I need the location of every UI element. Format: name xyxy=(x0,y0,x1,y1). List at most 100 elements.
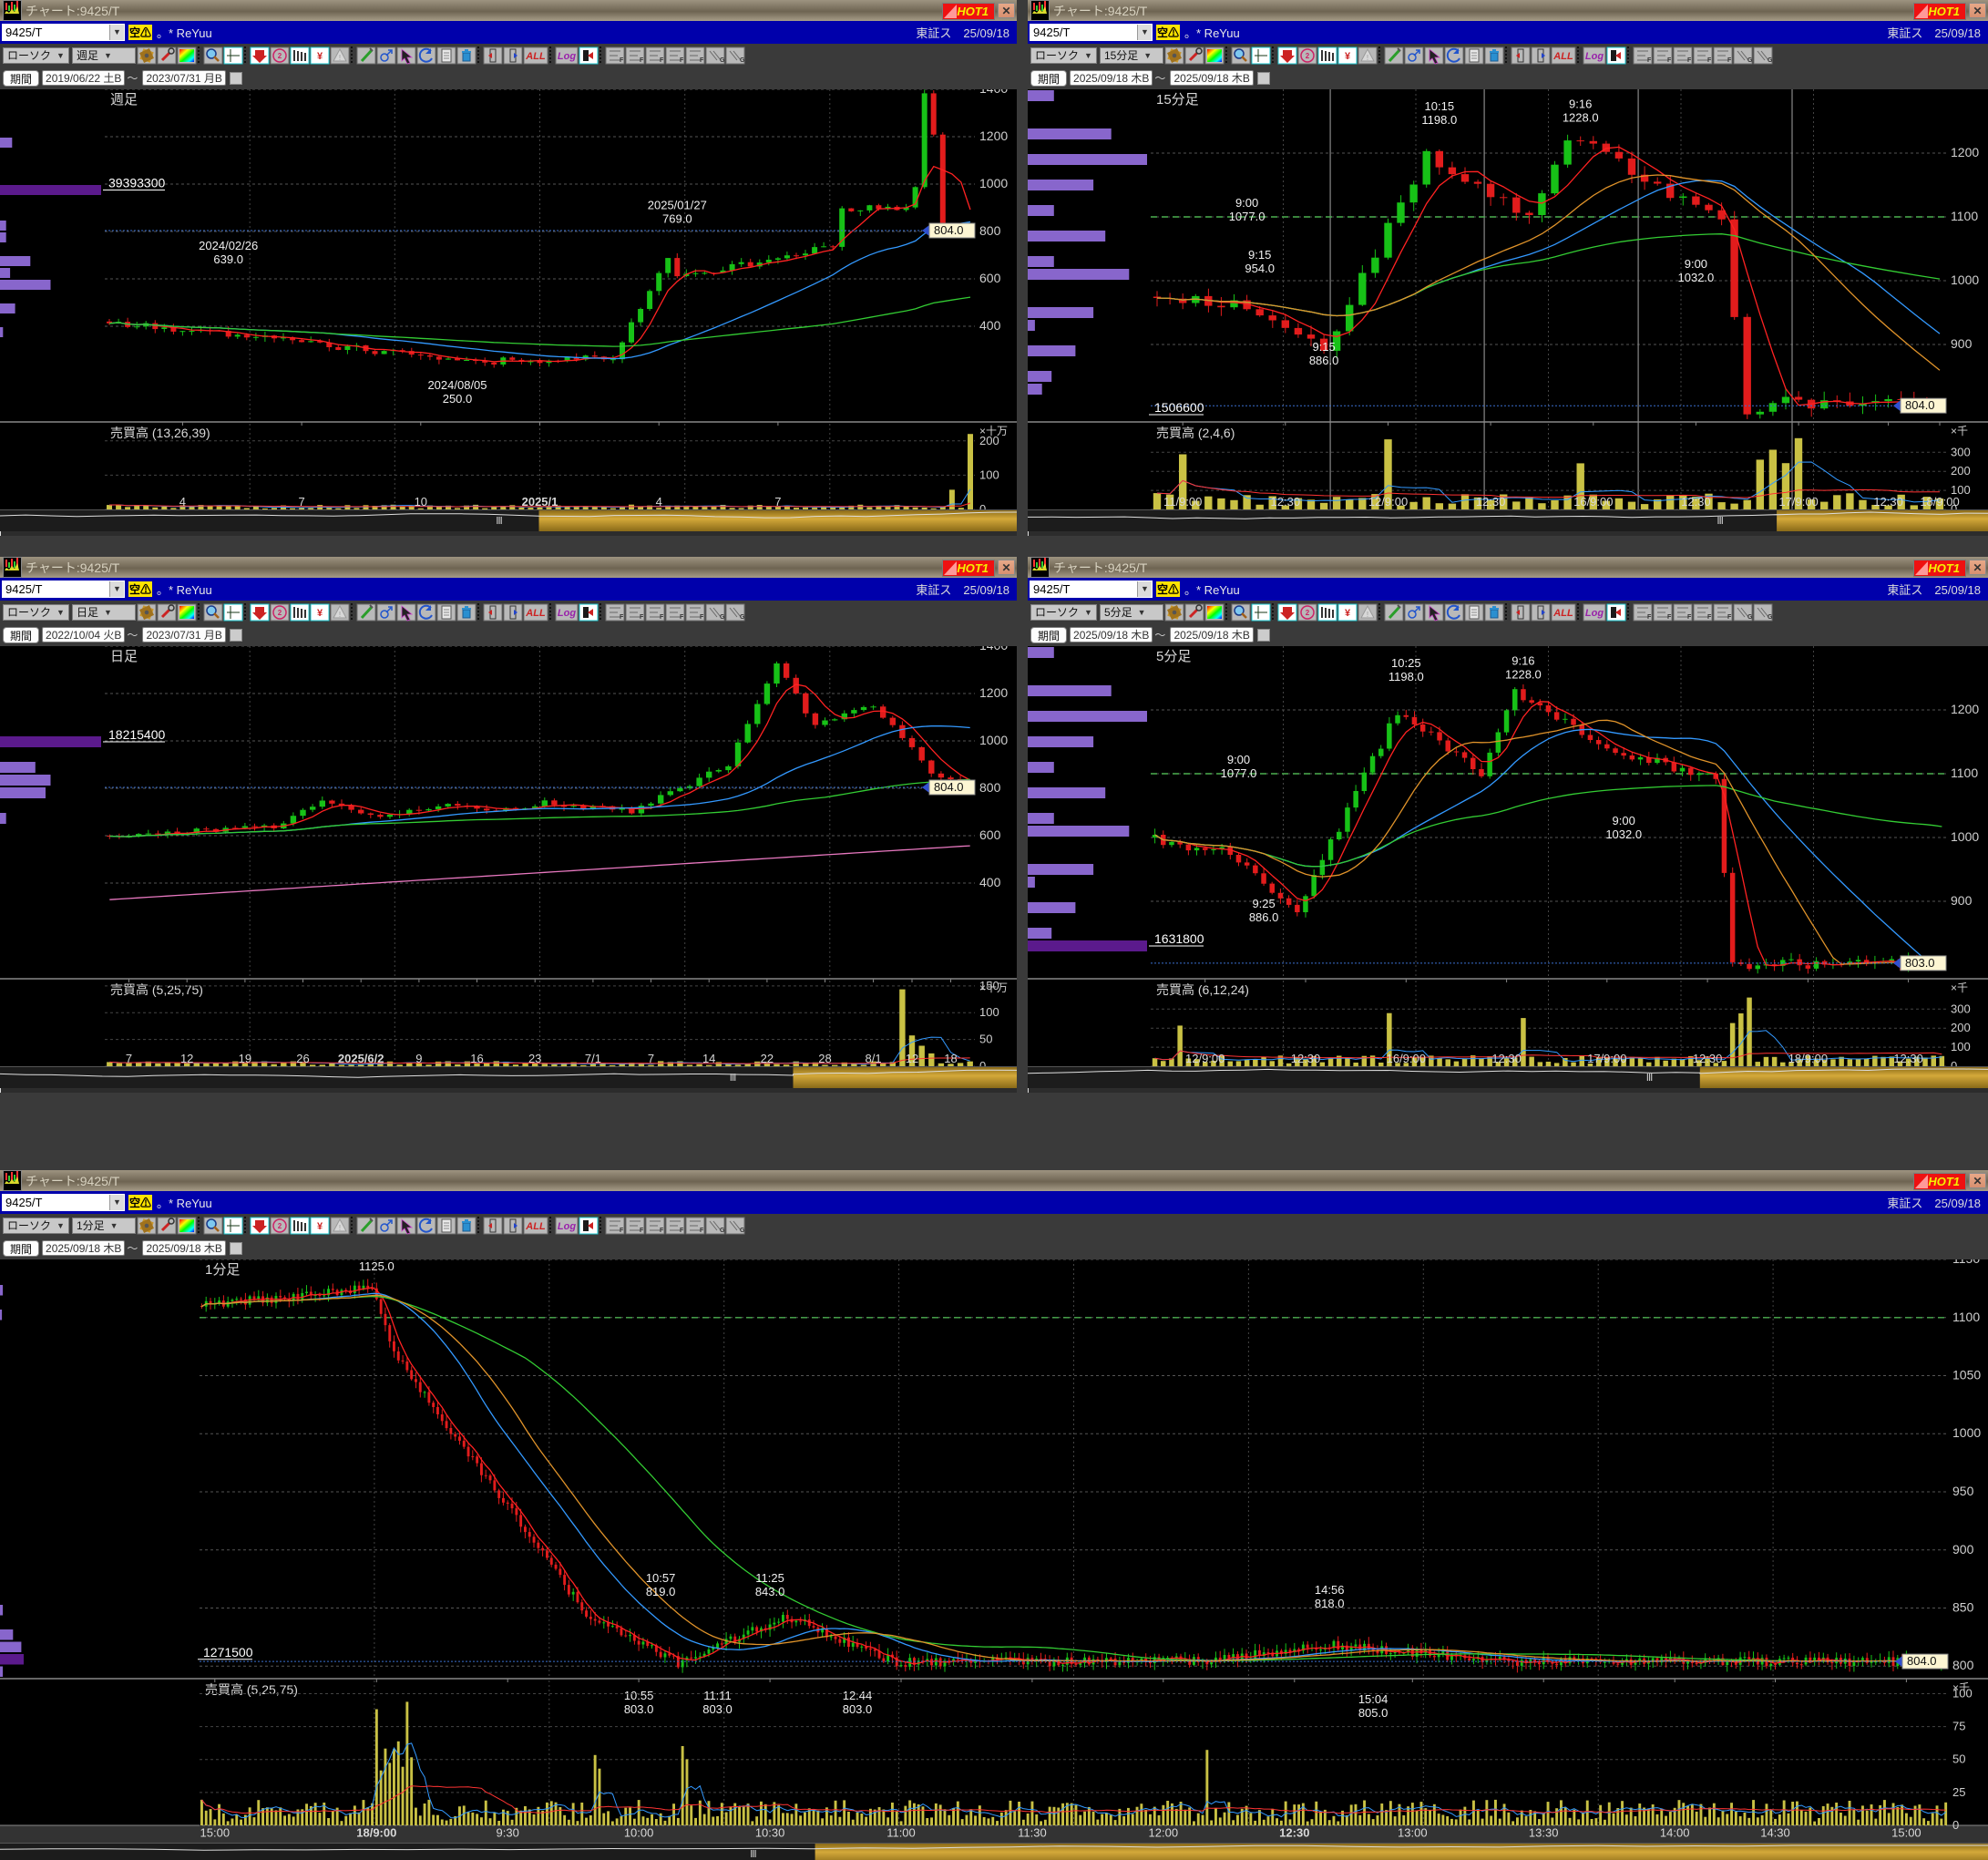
svg-text:12:00: 12:00 xyxy=(1149,1825,1179,1839)
svg-text:803.0: 803.0 xyxy=(1905,956,1935,970)
svg-text:600: 600 xyxy=(979,271,1001,285)
svg-text:12:30: 12:30 xyxy=(1873,495,1903,509)
svg-text:10: 10 xyxy=(415,495,427,509)
svg-text:7: 7 xyxy=(774,495,781,509)
svg-text:400: 400 xyxy=(979,318,1001,333)
svg-text:F: F xyxy=(700,1228,704,1234)
svg-text:F: F xyxy=(660,57,664,64)
svg-text:F: F xyxy=(660,1228,664,1234)
svg-text:9:00: 9:00 xyxy=(1235,196,1258,210)
svg-text:12:30: 12:30 xyxy=(1279,1825,1309,1839)
svg-text:10:57: 10:57 xyxy=(646,1571,676,1585)
svg-text:1400: 1400 xyxy=(979,89,1008,96)
svg-text:4: 4 xyxy=(179,495,186,509)
svg-text:900: 900 xyxy=(1951,893,1973,908)
svg-text:G: G xyxy=(720,614,725,621)
svg-text:売買高 (5,25,75): 売買高 (5,25,75) xyxy=(205,1682,298,1697)
svg-text:0: 0 xyxy=(979,502,986,509)
svg-text:7: 7 xyxy=(648,1052,654,1065)
svg-text:12/9:00: 12/9:00 xyxy=(1368,495,1408,509)
svg-text:1000: 1000 xyxy=(979,176,1008,190)
svg-text:850: 850 xyxy=(1952,1600,1974,1615)
svg-text:0: 0 xyxy=(1952,1818,1959,1832)
svg-text:1200: 1200 xyxy=(979,685,1008,700)
svg-text:F: F xyxy=(1667,57,1672,64)
svg-text:2: 2 xyxy=(278,52,282,60)
svg-text:F: F xyxy=(1727,57,1732,64)
svg-text:Log: Log xyxy=(558,1221,576,1232)
svg-text:G: G xyxy=(1768,614,1773,621)
svg-text:12:30: 12:30 xyxy=(1893,1052,1923,1065)
svg-text:600: 600 xyxy=(979,827,1001,842)
svg-text:22: 22 xyxy=(761,1052,774,1065)
svg-text:300: 300 xyxy=(1951,445,1971,458)
svg-text:Ⅲ: Ⅲ xyxy=(496,516,505,527)
svg-text:売買高 (2,4,6): 売買高 (2,4,6) xyxy=(1156,426,1235,440)
svg-text:×千: ×千 xyxy=(1951,981,1968,994)
svg-text:150: 150 xyxy=(979,979,999,992)
svg-text:1100: 1100 xyxy=(1951,209,1978,223)
svg-text:¥: ¥ xyxy=(1345,51,1351,62)
svg-text:12:30: 12:30 xyxy=(1693,1052,1723,1065)
svg-text:G: G xyxy=(1747,614,1753,621)
svg-text:900: 900 xyxy=(1952,1542,1974,1557)
svg-text:950: 950 xyxy=(1952,1484,1974,1498)
svg-text:28: 28 xyxy=(818,1052,831,1065)
svg-text:10:30: 10:30 xyxy=(755,1825,785,1839)
svg-text:1200: 1200 xyxy=(1951,702,1979,716)
svg-text:18215400: 18215400 xyxy=(108,727,166,742)
svg-text:Log: Log xyxy=(1585,608,1604,619)
svg-text:!: ! xyxy=(339,1224,341,1232)
svg-text:9:30: 9:30 xyxy=(497,1825,519,1839)
svg-text:1050: 1050 xyxy=(1952,1368,1981,1382)
svg-text:F: F xyxy=(700,57,704,64)
svg-text:1000: 1000 xyxy=(1951,272,1979,287)
svg-text:639.0: 639.0 xyxy=(213,252,243,266)
svg-text:売買高 (6,12,24): 売買高 (6,12,24) xyxy=(1156,982,1249,997)
svg-text:F: F xyxy=(680,1228,684,1234)
svg-text:売買高 (13,26,39): 売買高 (13,26,39) xyxy=(110,426,210,440)
svg-text:900: 900 xyxy=(1951,336,1973,351)
svg-text:16/9:00: 16/9:00 xyxy=(1387,1052,1426,1065)
svg-text:50: 50 xyxy=(979,1033,992,1046)
svg-text:818.0: 818.0 xyxy=(1315,1597,1345,1610)
svg-text:12:30: 12:30 xyxy=(1681,495,1711,509)
svg-text:11:25: 11:25 xyxy=(755,1571,784,1585)
svg-text:769.0: 769.0 xyxy=(662,211,692,225)
svg-text:1150: 1150 xyxy=(1952,1259,1980,1266)
svg-text:1100: 1100 xyxy=(1951,766,1978,780)
svg-text:843.0: 843.0 xyxy=(755,1585,785,1598)
svg-text:F: F xyxy=(640,57,644,64)
svg-text:800: 800 xyxy=(979,780,1001,795)
svg-text:Log: Log xyxy=(1585,51,1604,62)
svg-text:F: F xyxy=(680,57,684,64)
svg-text:11/9:00: 11/9:00 xyxy=(1163,495,1202,509)
svg-text:¥: ¥ xyxy=(1345,608,1351,619)
svg-text:13:30: 13:30 xyxy=(1529,1825,1559,1839)
svg-text:0: 0 xyxy=(979,1059,986,1066)
svg-text:F: F xyxy=(1647,57,1652,64)
svg-text:15:00: 15:00 xyxy=(200,1825,231,1839)
svg-text:日足: 日足 xyxy=(110,649,138,664)
svg-text:39393300: 39393300 xyxy=(108,176,166,190)
svg-text:1198.0: 1198.0 xyxy=(1421,113,1457,127)
svg-text:14:00: 14:00 xyxy=(1660,1825,1690,1839)
svg-text:F: F xyxy=(1707,614,1712,621)
svg-text:12: 12 xyxy=(906,1052,918,1065)
svg-text:9: 9 xyxy=(415,1052,422,1065)
svg-text:Ⅲ: Ⅲ xyxy=(730,1073,739,1084)
svg-text:1271500: 1271500 xyxy=(203,1645,253,1660)
svg-text:2: 2 xyxy=(278,1222,282,1230)
svg-text:400: 400 xyxy=(979,875,1001,889)
svg-text:1506600: 1506600 xyxy=(1154,400,1204,415)
svg-text:75: 75 xyxy=(1952,1720,1965,1733)
svg-text:F: F xyxy=(620,57,624,64)
svg-text:804.0: 804.0 xyxy=(1905,398,1935,412)
svg-text:G: G xyxy=(720,57,725,64)
svg-text:Ⅲ: Ⅲ xyxy=(1716,516,1726,527)
svg-text:2025/1: 2025/1 xyxy=(522,495,558,509)
svg-text:ALL: ALL xyxy=(525,51,546,62)
svg-text:!: ! xyxy=(339,611,341,619)
svg-text:100: 100 xyxy=(1951,1040,1971,1053)
svg-text:1200: 1200 xyxy=(979,128,1008,143)
